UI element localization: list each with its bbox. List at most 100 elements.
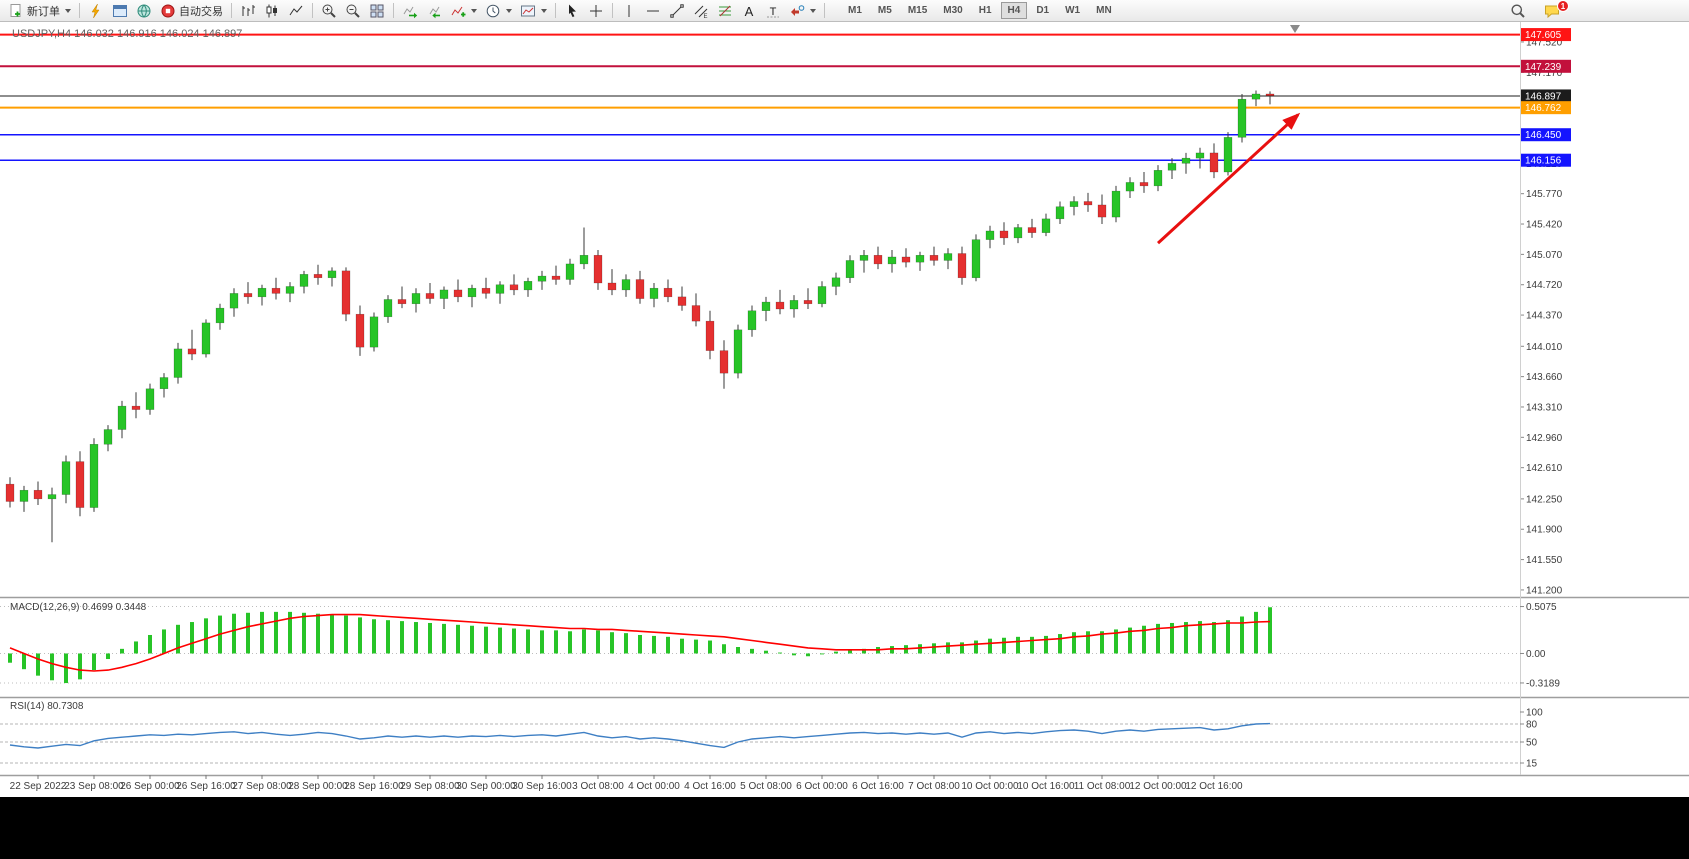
svg-text:30 Sep 16:00: 30 Sep 16:00 (512, 781, 572, 792)
svg-text:26 Sep 16:00: 26 Sep 16:00 (176, 781, 236, 792)
bar-chart-mode-button[interactable] (236, 1, 260, 21)
search-icon (1511, 4, 1525, 18)
chart-shift-toggle-button[interactable] (422, 1, 446, 21)
price-badge-146.156 (1521, 153, 1571, 167)
timeframe-m15[interactable]: M15 (901, 2, 934, 19)
timeframe-h4[interactable]: H4 (1000, 2, 1028, 19)
doc-plus-icon (10, 3, 21, 17)
svg-text:142.960: 142.960 (1526, 433, 1563, 444)
label-tool-button[interactable]: T (761, 1, 785, 21)
svg-text:144.720: 144.720 (1526, 280, 1563, 291)
chart-shift-marker[interactable] (1290, 25, 1300, 33)
toolbar-separator (555, 3, 556, 18)
window-icon (113, 4, 127, 17)
timeframe-mn[interactable]: MN (1089, 2, 1119, 19)
channel-tool-button[interactable]: E (689, 1, 713, 21)
new-chart-button[interactable] (108, 1, 132, 21)
macd-label: MACD(12,26,9) 0.4699 0.3448 (10, 602, 147, 613)
candlesticks (5, 90, 1275, 543)
vertical-line-tool-button[interactable] (617, 1, 641, 21)
auto-trading-label: 自动交易 (179, 5, 223, 18)
svg-text:145.420: 145.420 (1526, 220, 1563, 231)
svg-text:50: 50 (1526, 738, 1538, 749)
svg-text:142.250: 142.250 (1526, 494, 1563, 505)
caret-down-icon (541, 8, 547, 13)
svg-text:145.070: 145.070 (1526, 250, 1563, 261)
macd-pane: 0.5075 0.00 -0.3189 MACD(12,26,9) 0.4699 0.… (0, 602, 1560, 689)
bars-icon (242, 4, 255, 16)
templates-button[interactable] (516, 1, 551, 21)
chart-background (0, 22, 1689, 797)
candlestick-mode-button[interactable] (260, 1, 284, 21)
svg-text:147.605: 147.605 (1525, 30, 1562, 41)
quick-trade-button[interactable] (84, 1, 108, 21)
svg-text:12 Oct 00:00: 12 Oct 00:00 (1129, 781, 1187, 792)
svg-text:144.010: 144.010 (1526, 342, 1563, 353)
shapes-icon (791, 4, 805, 16)
notifications-button[interactable]: 1 (1540, 0, 1569, 21)
toolbar-separator (312, 3, 313, 18)
trend-arrow[interactable] (1156, 112, 1301, 245)
trend-icon (670, 3, 684, 18)
chart-area[interactable]: 147.520147.170146.820146.470146.120145.7… (0, 22, 1689, 797)
timeframe-m1[interactable]: M1 (841, 2, 869, 19)
fibo-icon (719, 5, 731, 16)
crosshair-tool-button[interactable] (584, 1, 608, 21)
svg-text:12 Oct 16:00: 12 Oct 16:00 (1185, 781, 1243, 792)
timeframe-h1[interactable]: H1 (972, 2, 999, 19)
shapes-tool-button[interactable] (785, 1, 820, 21)
timeframe-m5[interactable]: M5 (871, 2, 899, 19)
toolbar-separator (231, 3, 232, 18)
symbol-title: USDJPY,H4 146.032 146.916 146.024 146.89… (12, 28, 242, 40)
svg-text:141.900: 141.900 (1526, 525, 1563, 536)
svg-text:10 Oct 00:00: 10 Oct 00:00 (961, 781, 1019, 792)
svg-text:10 Oct 16:00: 10 Oct 16:00 (1017, 781, 1075, 792)
timeframe-w1[interactable]: W1 (1058, 2, 1087, 19)
svg-text:143.310: 143.310 (1526, 402, 1563, 413)
svg-text:28 Sep 00:00: 28 Sep 00:00 (288, 781, 348, 792)
zoom-out-button[interactable] (341, 1, 365, 21)
price-badge-147.239 (1521, 59, 1571, 73)
auto-scroll-button[interactable] (398, 1, 422, 21)
horizontal-line-tool-button[interactable] (641, 1, 665, 21)
svg-text:147.170: 147.170 (1526, 68, 1563, 79)
svg-text:26 Sep 00:00: 26 Sep 00:00 (120, 781, 180, 792)
zoom-in-button[interactable] (317, 1, 341, 21)
svg-text:146.897: 146.897 (1525, 91, 1562, 102)
cursor-tool-button[interactable] (560, 1, 584, 21)
indicators-button[interactable] (446, 1, 481, 21)
fibonacci-tool-button[interactable] (713, 1, 737, 21)
auto-trading-button[interactable]: 自动交易 (156, 1, 227, 21)
candles-icon (266, 4, 277, 17)
caret-down-icon (506, 8, 512, 13)
svg-text:143.660: 143.660 (1526, 372, 1563, 383)
new-order-button[interactable]: 新订单 (4, 1, 75, 21)
toolbar-separator (79, 3, 80, 18)
profiles-button[interactable] (132, 1, 156, 21)
timeframe-m30[interactable]: M30 (936, 2, 969, 19)
svg-text:6 Oct 00:00: 6 Oct 00:00 (796, 781, 848, 792)
svg-text:147.239: 147.239 (1525, 62, 1562, 73)
svg-text:144.370: 144.370 (1526, 311, 1563, 322)
line-chart-mode-button[interactable] (284, 1, 308, 21)
svg-text:141.200: 141.200 (1526, 585, 1563, 596)
tile-windows-button[interactable] (365, 1, 389, 21)
price-badge-146.897 (1521, 89, 1571, 103)
svg-text:146.156: 146.156 (1525, 156, 1562, 167)
periods-button[interactable] (481, 1, 516, 21)
tiles-icon (370, 4, 384, 17)
search-button[interactable] (1506, 1, 1530, 21)
trendline-tool-button[interactable] (665, 1, 689, 21)
zoomin-icon (322, 4, 336, 18)
timeframe-d1[interactable]: D1 (1029, 2, 1056, 19)
crosshair-icon (590, 4, 602, 17)
text-tool-button[interactable]: A (737, 1, 761, 21)
new-order-label: 新订单 (27, 5, 60, 18)
svg-text:30 Sep 00:00: 30 Sep 00:00 (456, 781, 516, 792)
toolbar-separator (824, 3, 825, 18)
textT-icon: T (767, 6, 779, 18)
svg-text:142.610: 142.610 (1526, 463, 1563, 474)
price-badge-146.450 (1521, 128, 1571, 142)
